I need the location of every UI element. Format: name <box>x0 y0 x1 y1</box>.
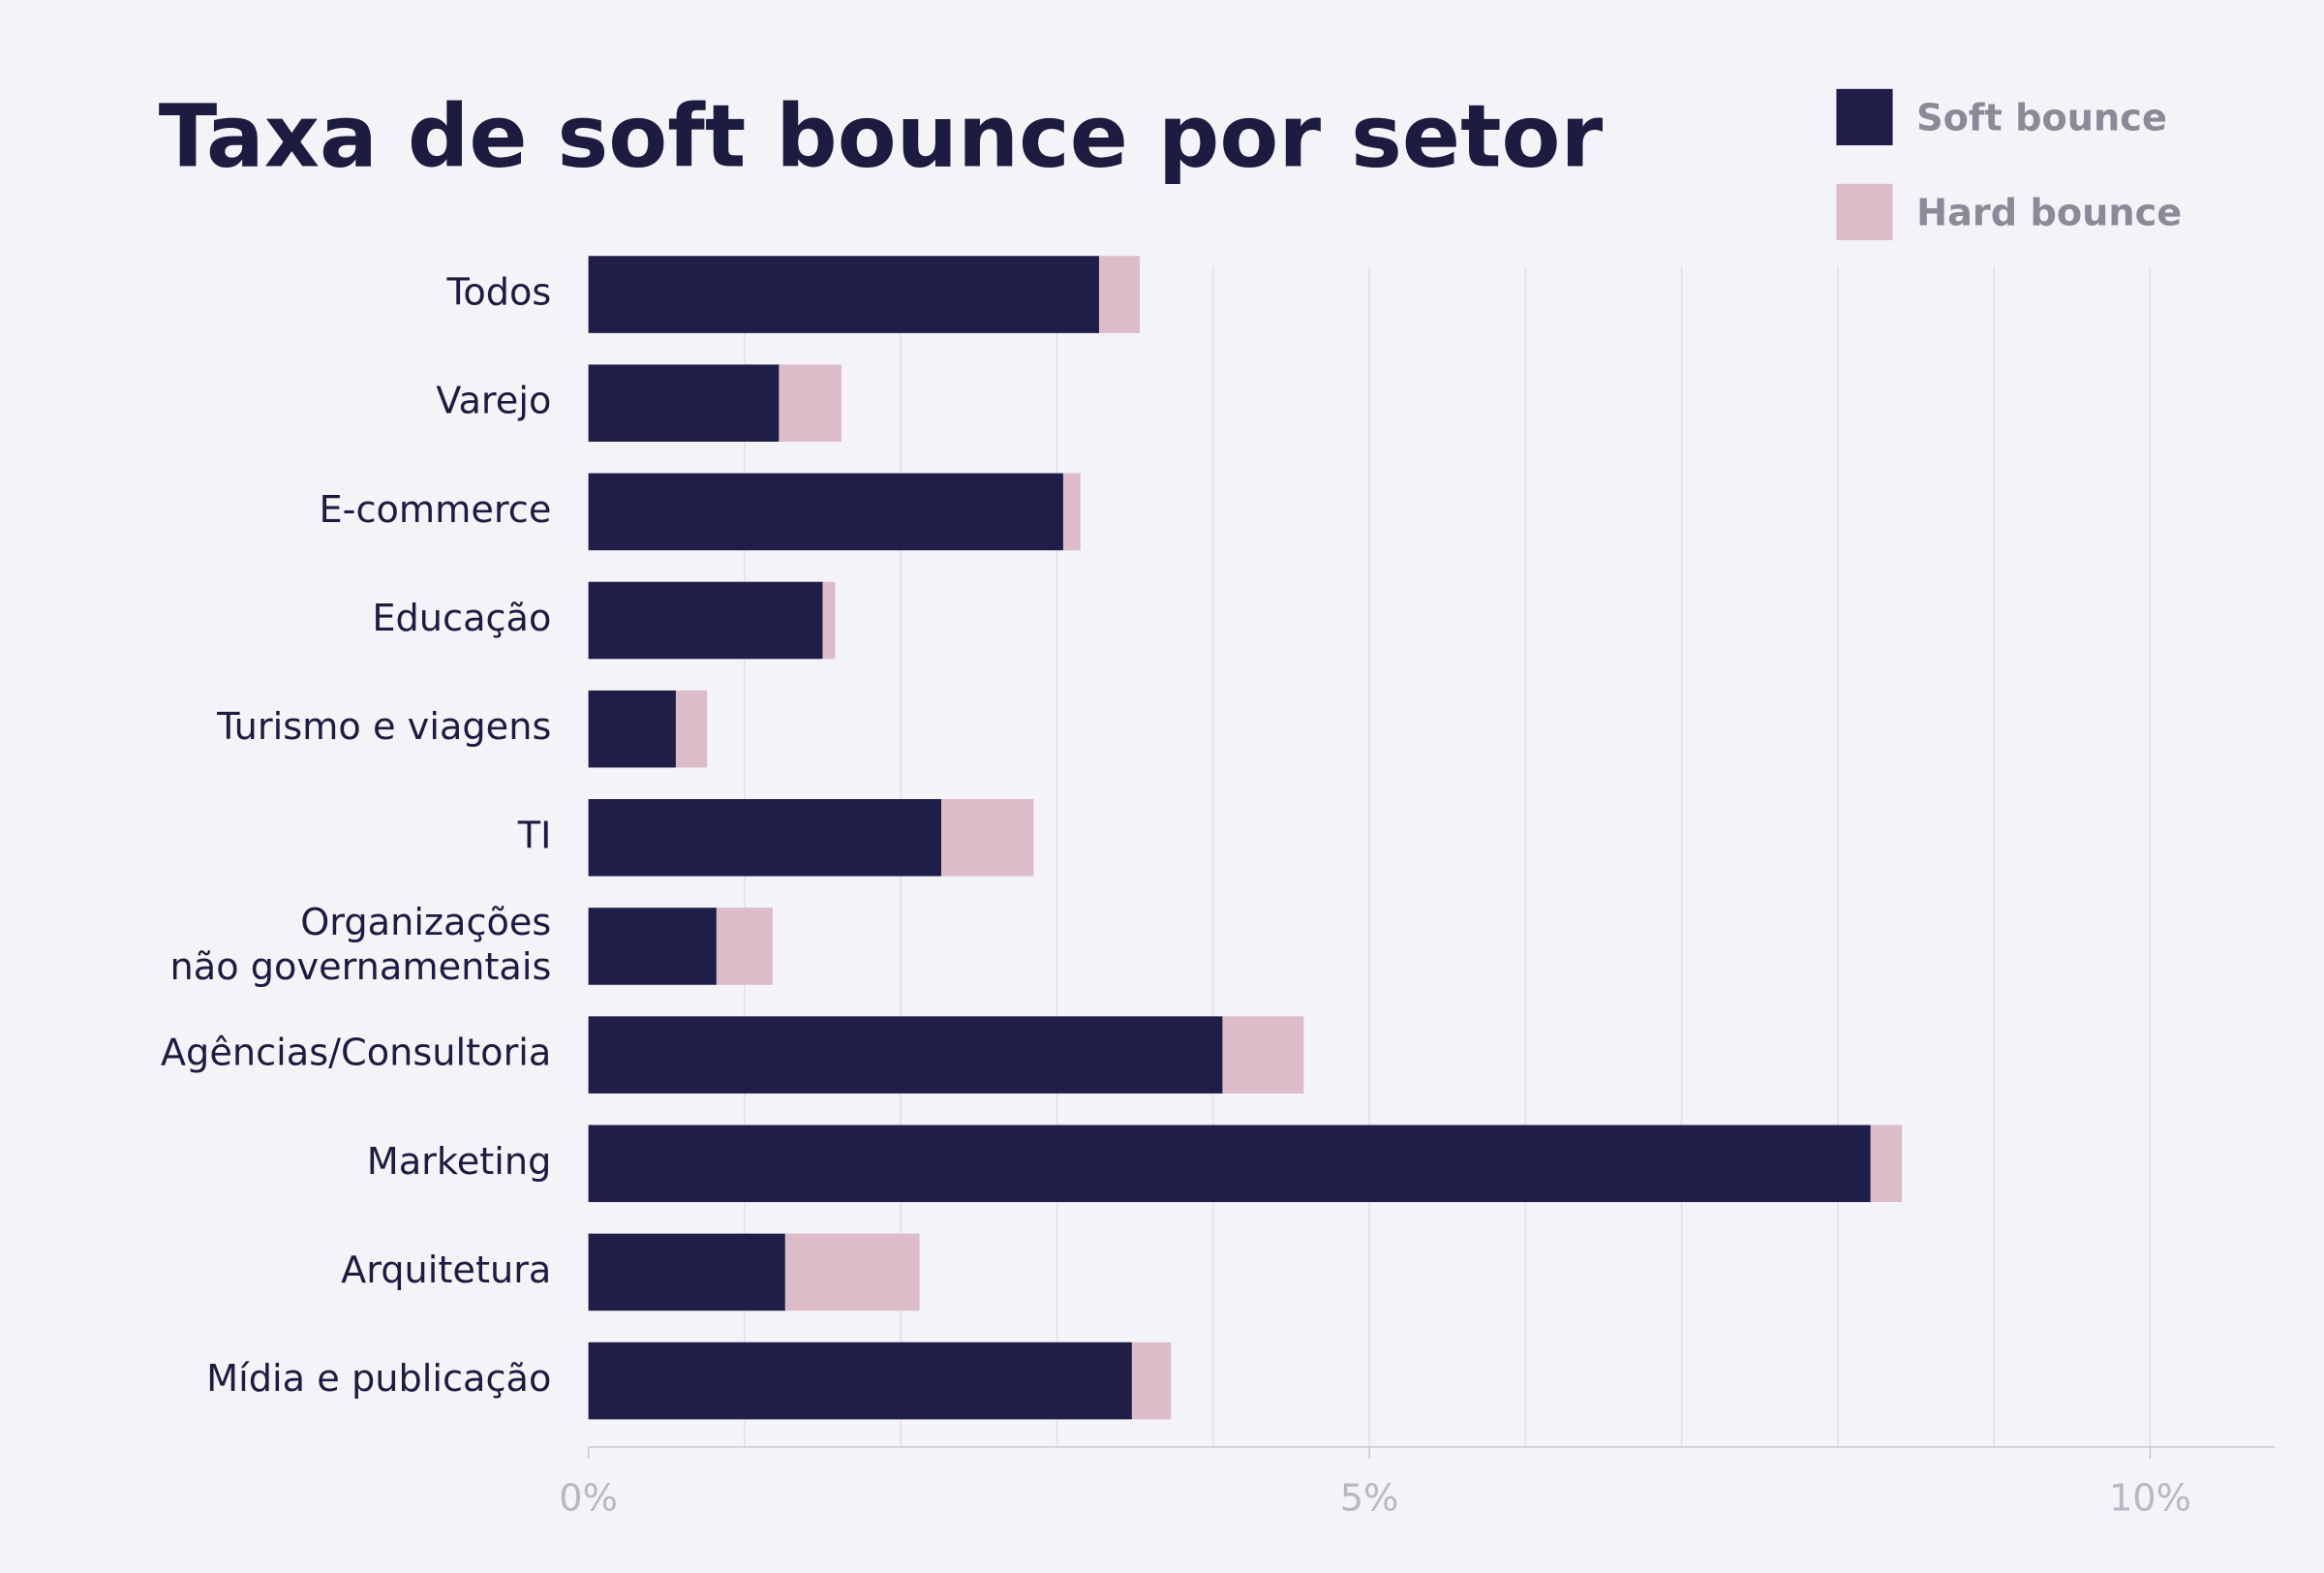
x-tick-label: 10% <box>2109 1476 2191 1520</box>
bar-segment <box>588 364 780 442</box>
bar-segment <box>1131 1342 1172 1420</box>
bar-segment <box>588 1016 1223 1094</box>
legend-label: Hard bounce <box>1916 191 2182 234</box>
bar-segment <box>588 908 717 985</box>
bar-segment <box>1870 1125 1903 1203</box>
y-tick-label: Turismo e viagens <box>216 705 551 749</box>
bar-segment <box>588 581 823 660</box>
bar-segment <box>675 690 708 768</box>
y-tick-label: Marketing <box>367 1140 552 1184</box>
y-tick-label: Organizações não governamentais <box>170 900 552 988</box>
bar-segment <box>588 1342 1132 1420</box>
bar-segment <box>822 581 836 660</box>
y-tick-label: Educação <box>372 597 551 640</box>
y-tick-label: TI <box>517 814 552 857</box>
bar-segment <box>941 799 1034 877</box>
bar-segment <box>1062 473 1081 551</box>
bar-segment <box>588 256 1100 333</box>
bar-segment <box>1099 256 1140 333</box>
bar-segment <box>588 690 676 768</box>
bar-segment <box>1222 1016 1304 1094</box>
y-tick-label: Arquitetura <box>341 1249 551 1292</box>
x-tick-label: 5% <box>1340 1476 1399 1520</box>
x-tick-label: 0% <box>559 1476 618 1520</box>
bar-segment <box>588 473 1063 551</box>
legend-label: Soft bounce <box>1916 96 2167 139</box>
y-tick-label: Todos <box>445 271 551 315</box>
bar-segment <box>588 799 942 877</box>
y-tick-label: Varejo <box>436 380 551 423</box>
bar-segment <box>784 1233 920 1311</box>
y-tick-label: E-commerce <box>319 488 551 532</box>
y-tick-label: Agências/Consultoria <box>161 1032 551 1075</box>
bar-segment <box>588 1233 785 1311</box>
bar-segment <box>588 1125 1871 1203</box>
chart-title: Taxa de soft bounce por setor <box>159 86 1604 186</box>
y-tick-label: Mídia e publicação <box>206 1357 551 1401</box>
legend-swatch <box>1836 183 1893 240</box>
bar-segment <box>716 908 773 985</box>
legend-swatch <box>1836 88 1893 146</box>
bar-segment <box>779 364 841 442</box>
